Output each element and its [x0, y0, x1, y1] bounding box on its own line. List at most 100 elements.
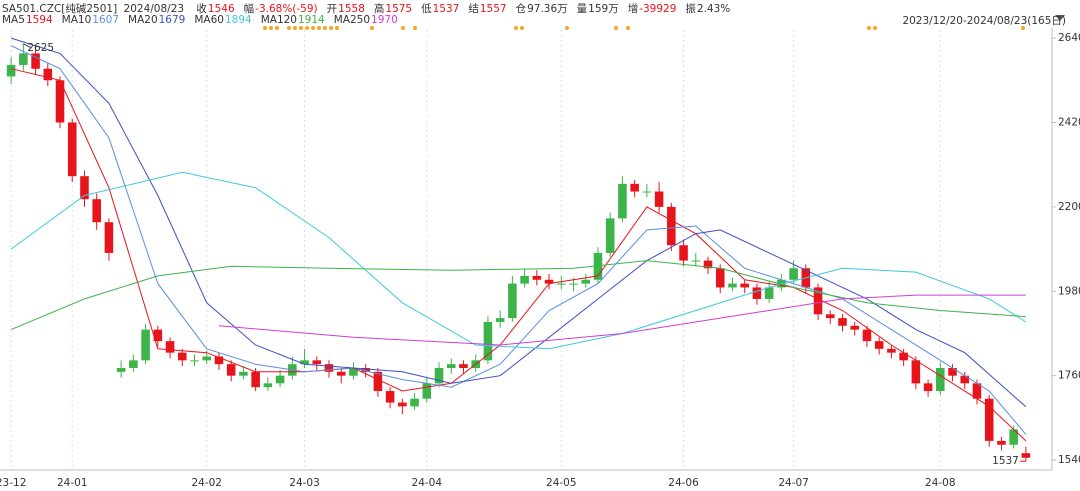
quote-value: 97.36万: [527, 3, 568, 15]
candle-body: [984, 398, 994, 441]
candle-body: [80, 176, 89, 200]
candle-body: [214, 356, 224, 365]
legend-value: 1914: [298, 14, 325, 26]
symbol: SA501.CZC[纯碱2501]: [2, 3, 118, 15]
y-tick-label: 2200: [1058, 201, 1080, 213]
legend-value: 1607: [92, 14, 120, 26]
candle-body: [373, 371, 383, 392]
candle-body: [483, 321, 493, 361]
candle-body: [1021, 453, 1031, 458]
y-tick-label: 2640: [1058, 32, 1080, 44]
candle-body: [923, 383, 933, 392]
candle-body: [752, 287, 762, 299]
x-tick-label: 24-05: [546, 477, 577, 489]
candle-body: [618, 183, 627, 219]
ma-line: [10, 68, 1027, 442]
candle-body: [104, 222, 114, 253]
legend-name: MA10: [61, 14, 92, 26]
quote-value: 1546: [207, 3, 235, 15]
candle-body: [153, 329, 163, 342]
candle-body: [19, 53, 28, 65]
legend-name: MA20: [128, 14, 158, 26]
legend-name: MA250: [333, 14, 371, 26]
quote-value: 2.43%: [696, 3, 731, 15]
candle-body: [642, 191, 652, 193]
quote-header: SA501.CZC[纯碱2501] 2024/08/23 收1546 幅-3.68…: [2, 1, 739, 16]
candle-body: [667, 206, 676, 246]
candle-body: [777, 279, 786, 288]
candle-body: [495, 318, 505, 322]
candle-body: [764, 287, 774, 299]
candle-body: [275, 375, 285, 384]
ma-line: [10, 171, 1027, 350]
candle-body: [324, 364, 334, 372]
candle-body: [398, 402, 407, 407]
high-pointer: [23, 43, 32, 49]
candle-body: [593, 252, 603, 280]
candle-body: [997, 440, 1006, 445]
candle-body: [605, 218, 615, 253]
legend-value: 1679: [158, 14, 186, 26]
quote-label: 低: [421, 3, 432, 15]
ma-line: [10, 260, 1026, 331]
x-tick-label: 24-02: [191, 477, 222, 489]
x-tick-label: 23-12: [0, 477, 26, 489]
candle-body: [825, 314, 835, 319]
candle-body: [960, 375, 970, 384]
candle-body: [92, 199, 101, 223]
candle-body: [1009, 429, 1018, 445]
range-dropdown[interactable]: [1055, 15, 1065, 21]
candle-body: [410, 398, 419, 407]
quote-label: 收: [196, 3, 207, 15]
candle-body: [55, 80, 65, 123]
candle-body: [715, 268, 725, 288]
candle-body: [349, 368, 358, 376]
candle-body: [850, 325, 859, 330]
x-tick-label: 24-04: [412, 477, 443, 489]
quote-value: -3.68%(-59): [255, 3, 318, 15]
quote-label: 结: [468, 3, 479, 15]
quote-label: 幅: [243, 3, 255, 15]
candle-body: [446, 364, 456, 369]
legend-name: MA5: [2, 14, 25, 26]
candle-body: [972, 383, 982, 399]
legend-value: 1894: [224, 14, 252, 26]
candle-body: [508, 283, 517, 319]
candle-body: [385, 391, 395, 403]
candle-body: [936, 368, 945, 392]
event-markers: [263, 26, 1025, 30]
candle-body: [544, 279, 554, 284]
candle-body: [239, 371, 248, 376]
candle-body: [31, 53, 40, 69]
x-tick-label: 24-08: [925, 477, 956, 489]
candle-body: [434, 368, 444, 384]
candle-body: [569, 283, 578, 285]
legend-name: MA60: [194, 14, 224, 26]
ma-line: [10, 45, 1027, 435]
candle-body: [422, 383, 432, 399]
candle-body: [679, 245, 688, 261]
candle-body: [300, 360, 309, 365]
y-tick-label: 1980: [1058, 285, 1080, 297]
x-tick-label: 24-07: [778, 477, 809, 489]
candle-body: [141, 329, 150, 361]
quote-value: -39929: [639, 3, 677, 15]
candle-body: [789, 268, 798, 280]
quote-label: 振: [685, 3, 696, 15]
candle-body: [874, 341, 884, 349]
candle-body: [691, 260, 701, 262]
candle-body: [654, 191, 664, 207]
quote-label: 高: [373, 3, 385, 15]
candle-body: [899, 352, 908, 361]
range-label[interactable]: 2023/12/20-2024/08/23(165日): [902, 15, 1066, 27]
y-tick-label: 1760: [1058, 370, 1080, 382]
low-label: 1537: [992, 455, 1019, 467]
candle-body: [813, 287, 823, 315]
candle-body: [532, 275, 542, 280]
candle-body: [178, 352, 187, 361]
candle-body: [630, 183, 639, 192]
y-tick-label: 1540: [1058, 454, 1080, 466]
quote-value: 1558: [338, 3, 365, 15]
